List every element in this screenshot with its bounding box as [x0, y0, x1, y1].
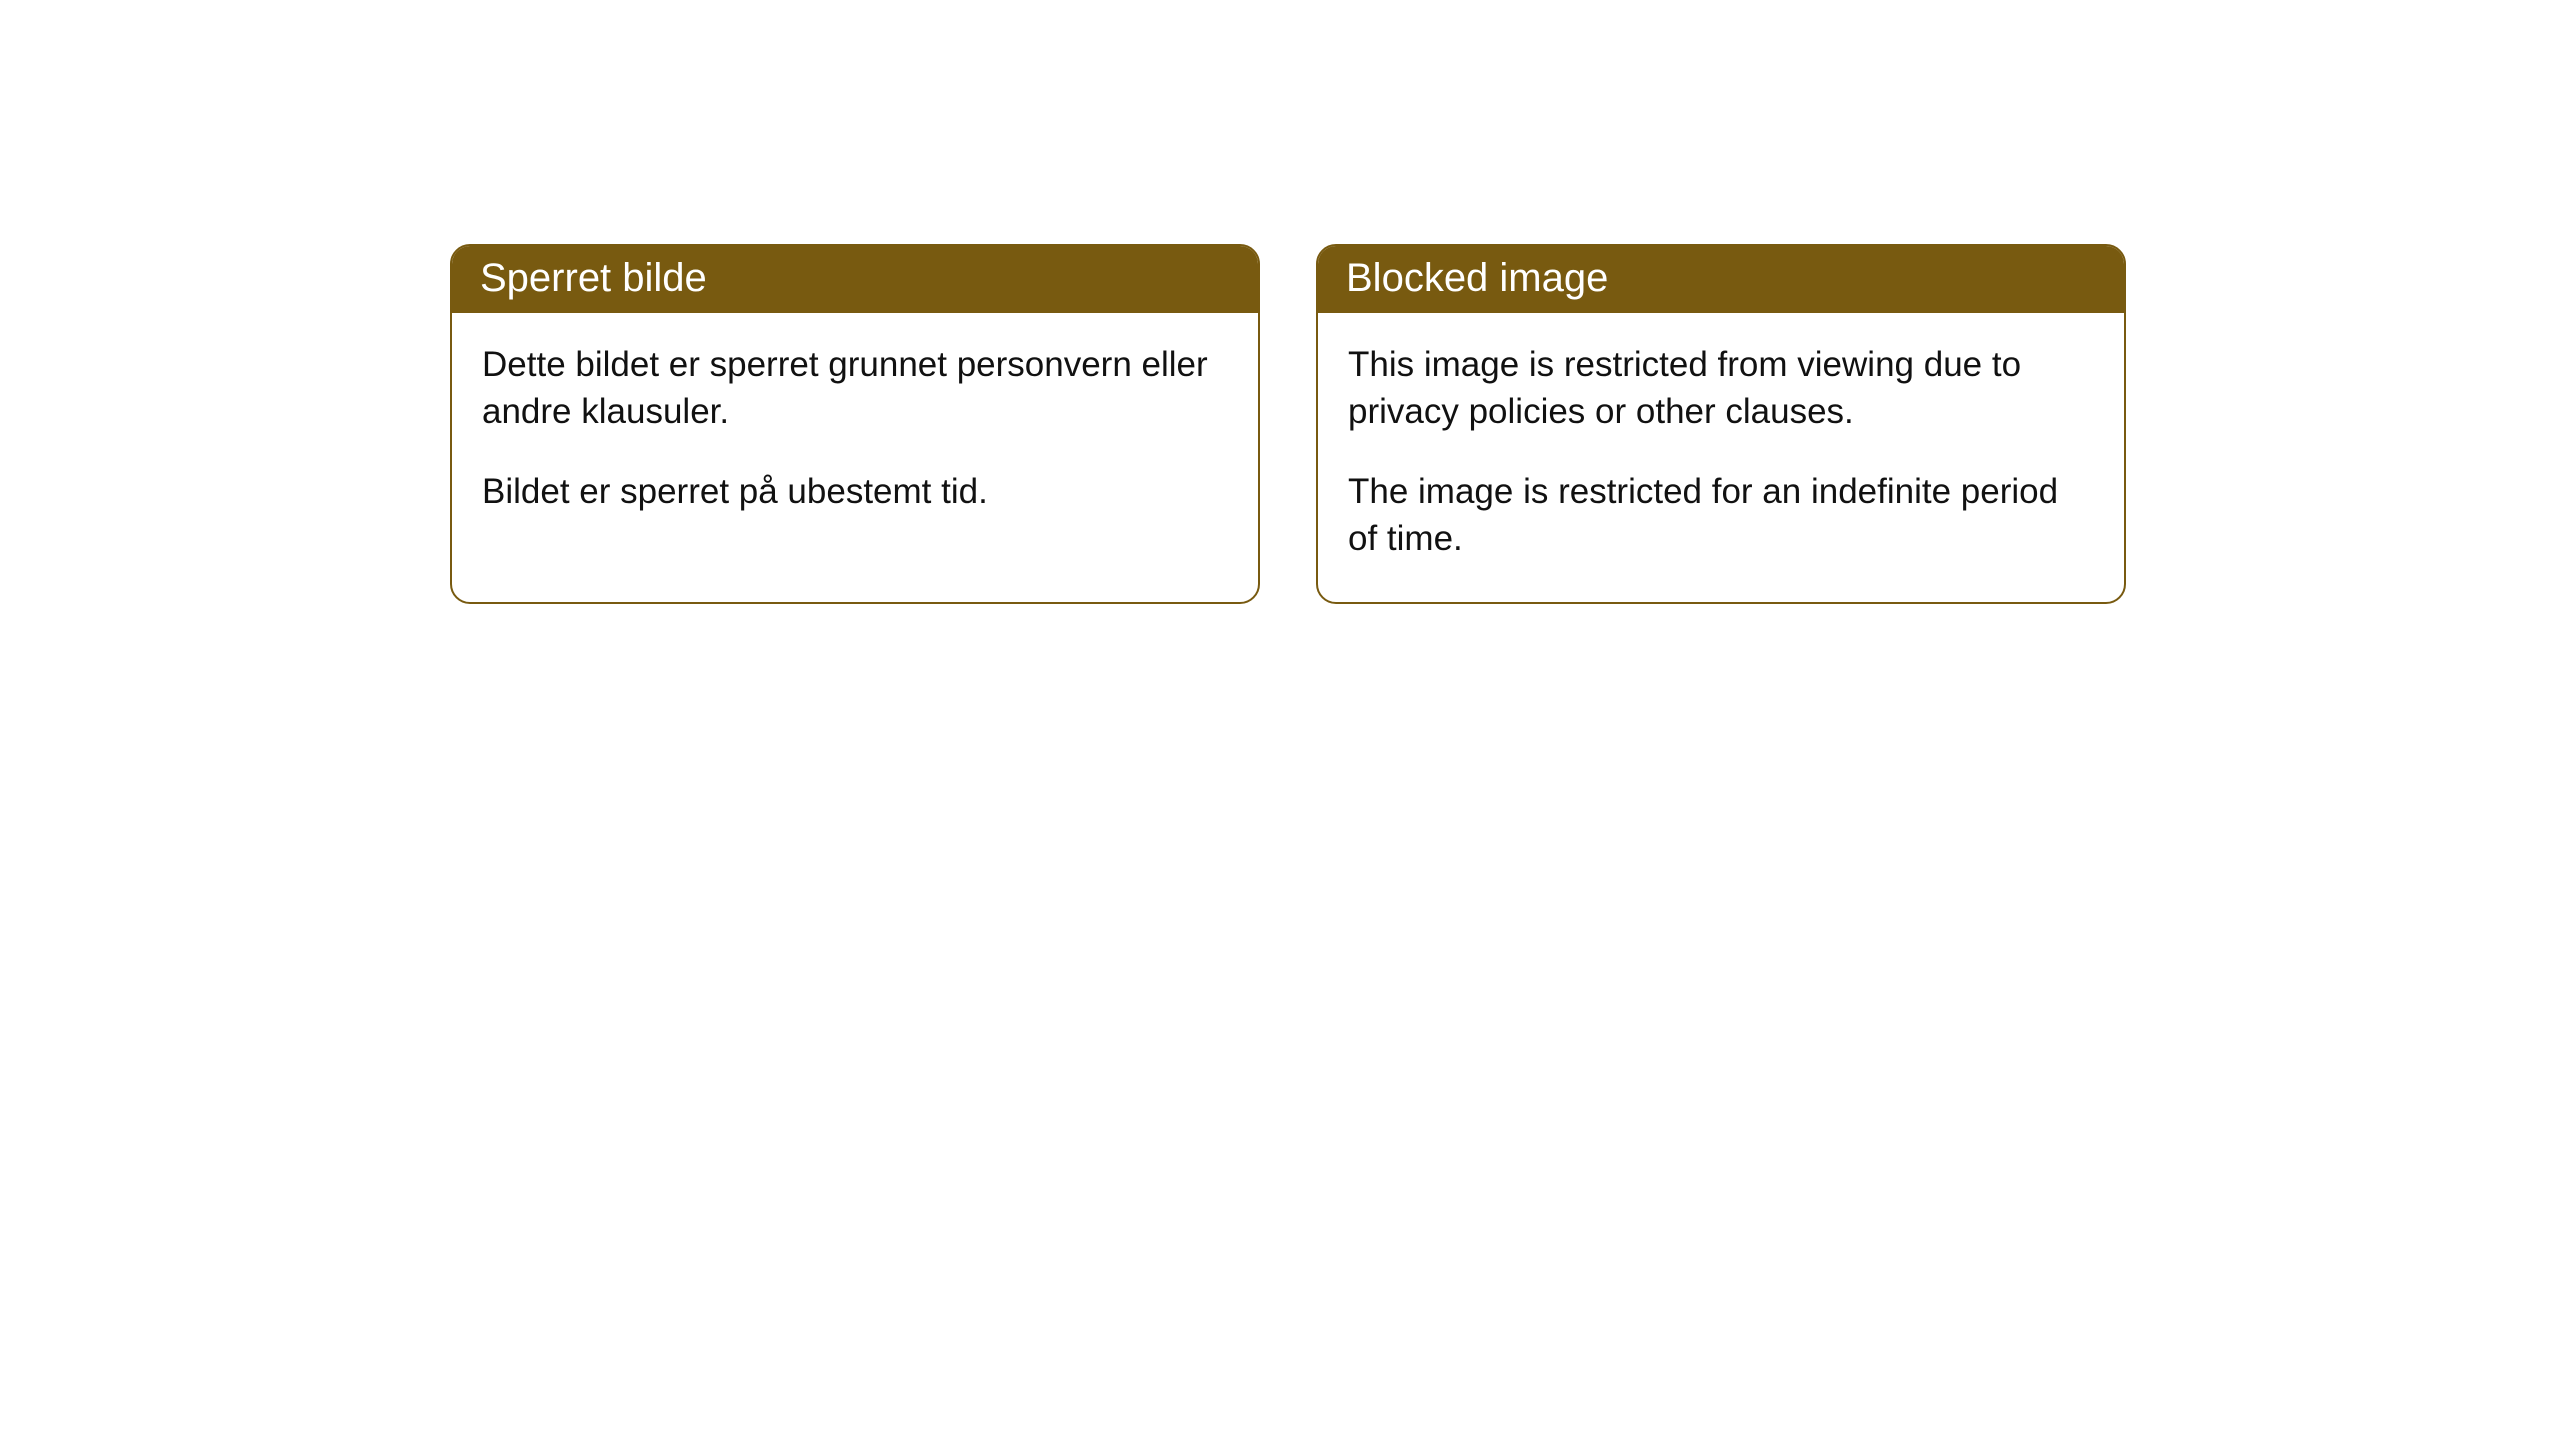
card-title: Blocked image [1346, 256, 1608, 300]
card-header: Blocked image [1318, 246, 2124, 313]
card-body: Dette bildet er sperret grunnet personve… [452, 313, 1258, 555]
card-header: Sperret bilde [452, 246, 1258, 313]
card-body: This image is restricted from viewing du… [1318, 313, 2124, 602]
notice-cards-container: Sperret bilde Dette bildet er sperret gr… [0, 0, 2560, 604]
card-title: Sperret bilde [480, 256, 707, 300]
card-paragraph-2: Bildet er sperret på ubestemt tid. [482, 468, 1228, 515]
card-paragraph-2: The image is restricted for an indefinit… [1348, 468, 2094, 563]
blocked-image-card-no: Sperret bilde Dette bildet er sperret gr… [450, 244, 1260, 604]
card-paragraph-1: This image is restricted from viewing du… [1348, 341, 2094, 436]
card-paragraph-1: Dette bildet er sperret grunnet personve… [482, 341, 1228, 436]
blocked-image-card-en: Blocked image This image is restricted f… [1316, 244, 2126, 604]
